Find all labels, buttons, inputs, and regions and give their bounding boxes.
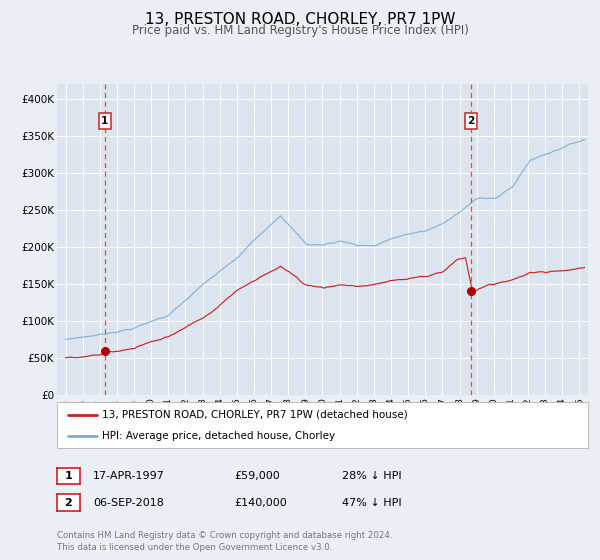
Text: £59,000: £59,000 [234,471,280,481]
Text: Price paid vs. HM Land Registry's House Price Index (HPI): Price paid vs. HM Land Registry's House … [131,24,469,37]
Text: 28% ↓ HPI: 28% ↓ HPI [342,471,401,481]
Text: 2: 2 [65,498,72,508]
Text: HPI: Average price, detached house, Chorley: HPI: Average price, detached house, Chor… [102,431,335,441]
Text: 06-SEP-2018: 06-SEP-2018 [93,498,164,508]
Text: 2: 2 [467,116,475,126]
Text: Contains HM Land Registry data © Crown copyright and database right 2024.
This d: Contains HM Land Registry data © Crown c… [57,531,392,552]
Text: 13, PRESTON ROAD, CHORLEY, PR7 1PW: 13, PRESTON ROAD, CHORLEY, PR7 1PW [145,12,455,27]
Text: 47% ↓ HPI: 47% ↓ HPI [342,498,401,508]
Text: 17-APR-1997: 17-APR-1997 [93,471,165,481]
Text: £140,000: £140,000 [234,498,287,508]
Text: 1: 1 [101,116,109,126]
Text: 1: 1 [65,471,72,481]
Text: 13, PRESTON ROAD, CHORLEY, PR7 1PW (detached house): 13, PRESTON ROAD, CHORLEY, PR7 1PW (deta… [102,410,408,420]
